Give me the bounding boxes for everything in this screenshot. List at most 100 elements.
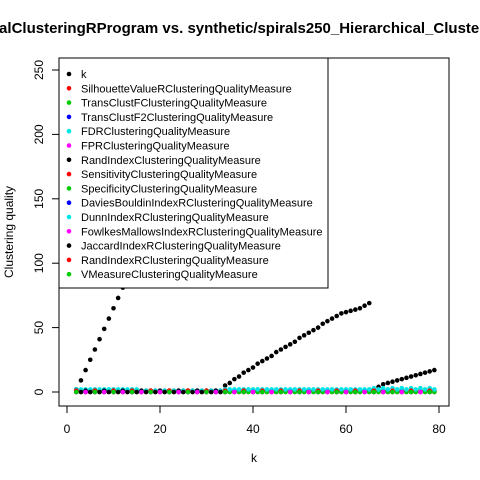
data-point	[418, 385, 423, 391]
data-point	[339, 387, 344, 392]
data-point	[380, 389, 386, 395]
data-point	[427, 369, 433, 374]
data-point	[343, 309, 349, 315]
data-point	[125, 389, 130, 395]
x-tick-label: 80	[432, 422, 446, 436]
data-point	[78, 378, 84, 383]
legend-label: FowlkesMallowsIndexRClusteringQualityMea…	[81, 226, 322, 238]
legend-label: DaviesBouldinIndexRClusteringQualityMeas…	[81, 198, 313, 210]
x-axis-label: k	[251, 451, 258, 465]
axes: 0 20 40 60 80 0 50 100 150 200 250	[32, 60, 446, 436]
legend: k SilhouetteValueRClusteringQualityMeasur…	[58, 57, 329, 289]
legend-label: RandIndexRClusteringQualityMeasure	[81, 255, 269, 267]
data-point	[264, 387, 270, 392]
legend-marker	[66, 157, 72, 163]
data-point	[92, 389, 98, 395]
data-point	[97, 389, 102, 395]
data-point	[306, 330, 312, 336]
data-point	[339, 311, 344, 316]
data-point	[278, 389, 284, 395]
legend-label: SpecificityClusteringQualityMeasure	[81, 183, 257, 195]
data-points	[74, 285, 437, 395]
data-point	[153, 389, 158, 395]
y-ticks: 0 50 100 150 200 250	[32, 60, 59, 395]
data-point	[366, 300, 372, 306]
legend-label: FDRClusteringQualityMeasure	[81, 126, 230, 138]
chart-title: calClusteringRProgram vs. synthetic/spir…	[0, 20, 480, 37]
data-point	[185, 389, 191, 395]
legend-marker	[66, 71, 72, 77]
data-point	[404, 387, 409, 392]
data-point	[311, 387, 316, 392]
data-point	[106, 316, 112, 321]
legend-marker	[66, 86, 72, 91]
data-point	[408, 389, 414, 395]
data-point	[255, 361, 260, 366]
data-point	[139, 389, 144, 395]
data-point	[408, 374, 414, 379]
data-point	[264, 356, 270, 361]
x-tick-label: 20	[153, 422, 167, 436]
x-tick-label: 60	[339, 422, 353, 436]
data-point	[129, 389, 135, 395]
y-tick-label: 100	[32, 253, 46, 273]
data-point	[385, 380, 391, 386]
legend-marker	[66, 128, 72, 134]
data-point	[390, 389, 395, 395]
legend-marker	[66, 100, 72, 105]
data-point	[273, 387, 279, 392]
data-point	[143, 389, 149, 395]
data-point	[301, 333, 307, 338]
y-tick-label: 0	[32, 388, 46, 395]
data-point	[111, 305, 116, 311]
data-point	[404, 375, 409, 381]
data-point	[87, 357, 93, 363]
data-point	[371, 389, 377, 395]
y-axis-label: Clustering quality	[2, 186, 16, 278]
data-point	[278, 347, 284, 352]
data-point	[246, 387, 251, 392]
data-point	[236, 374, 242, 379]
data-point	[348, 308, 353, 314]
data-point	[204, 389, 209, 395]
data-point	[78, 389, 84, 395]
x-tick-label: 0	[64, 422, 71, 436]
data-point	[213, 389, 219, 395]
data-point	[320, 321, 326, 327]
data-point	[115, 295, 121, 301]
data-point	[101, 326, 107, 332]
legend-label: SilhouetteValueRClusteringQualityMeasure	[81, 83, 292, 95]
data-point	[362, 389, 367, 395]
data-point	[413, 372, 419, 378]
data-point	[297, 335, 302, 341]
data-point	[227, 387, 233, 392]
data-point	[329, 316, 335, 321]
data-point	[167, 389, 172, 395]
data-point	[232, 389, 237, 395]
data-point	[315, 325, 321, 330]
data-point	[399, 376, 405, 382]
legend-marker	[66, 186, 72, 191]
data-point	[273, 349, 279, 355]
data-point	[194, 389, 200, 395]
y-tick-label: 150	[32, 188, 46, 208]
data-point	[311, 327, 316, 333]
y-tick-label: 50	[32, 321, 46, 335]
legend-label: RandIndexClusteringQualityMeasure	[81, 155, 261, 167]
data-point	[255, 387, 260, 392]
data-point	[87, 389, 93, 395]
legend-marker	[66, 271, 72, 277]
data-point	[176, 389, 181, 395]
data-point	[357, 387, 363, 392]
legend-label: DunnIndexRClusteringQualityMeasure	[81, 212, 269, 224]
data-point	[362, 303, 367, 309]
data-point	[92, 347, 98, 352]
data-point	[246, 367, 251, 373]
legend-label: JaccardIndexRClusteringQualityMeasure	[81, 241, 281, 253]
data-point	[432, 367, 437, 373]
data-point	[222, 383, 228, 388]
data-point	[399, 389, 405, 395]
data-point	[260, 389, 265, 395]
data-point	[208, 389, 214, 395]
